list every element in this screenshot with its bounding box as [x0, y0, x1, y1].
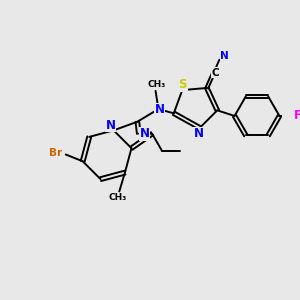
Text: CH₃: CH₃: [147, 80, 165, 89]
Text: N: N: [155, 103, 165, 116]
Text: N: N: [140, 127, 149, 140]
Text: N: N: [106, 119, 116, 132]
Text: CH₃: CH₃: [109, 193, 127, 202]
Text: F: F: [294, 110, 300, 122]
Text: S: S: [178, 78, 187, 91]
Text: N: N: [220, 51, 229, 62]
Text: Br: Br: [50, 148, 62, 158]
Text: C: C: [211, 68, 219, 78]
Text: N: N: [194, 128, 203, 140]
